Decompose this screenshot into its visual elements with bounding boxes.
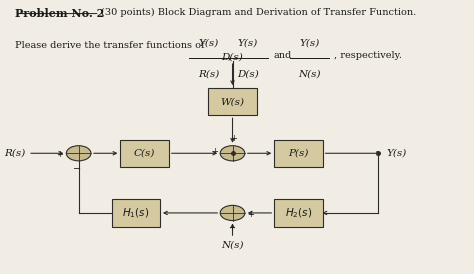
Circle shape <box>66 146 91 161</box>
Text: +: + <box>211 147 218 156</box>
Text: , respectively.: , respectively. <box>334 51 401 60</box>
Text: Y(s): Y(s) <box>386 149 407 158</box>
Text: +: + <box>56 150 63 159</box>
Text: P(s): P(s) <box>288 149 309 158</box>
Text: N(s): N(s) <box>298 69 321 78</box>
Text: +: + <box>247 210 254 219</box>
Bar <box>274 140 323 167</box>
Text: N(s): N(s) <box>221 241 244 250</box>
Text: Problem No. 2: Problem No. 2 <box>15 8 104 19</box>
Text: ,: , <box>228 51 231 61</box>
Text: D(s): D(s) <box>237 69 259 78</box>
Text: C(s): C(s) <box>134 149 155 158</box>
Text: and: and <box>273 51 292 60</box>
Text: W(s): W(s) <box>220 97 245 106</box>
Text: $H_1(s)$: $H_1(s)$ <box>122 206 149 220</box>
Text: Y(s): Y(s) <box>238 38 258 47</box>
Circle shape <box>220 146 245 161</box>
Bar <box>120 140 169 167</box>
Bar <box>111 199 160 227</box>
Text: +: + <box>228 223 235 232</box>
Text: R(s): R(s) <box>5 149 26 158</box>
Text: −: − <box>73 164 82 174</box>
Text: D(s): D(s) <box>222 52 243 61</box>
Circle shape <box>220 205 245 221</box>
Text: +: + <box>230 134 237 143</box>
Text: $H_2(s)$: $H_2(s)$ <box>285 206 312 220</box>
Text: R(s): R(s) <box>198 69 219 78</box>
Bar <box>209 88 257 115</box>
Text: Y(s): Y(s) <box>299 38 319 47</box>
Text: Please derive the transfer functions of: Please derive the transfer functions of <box>15 41 204 50</box>
Text: Y(s): Y(s) <box>198 38 219 47</box>
Bar <box>274 199 323 227</box>
Text: (30 points) Block Diagram and Derivation of Transfer Function.: (30 points) Block Diagram and Derivation… <box>100 8 416 17</box>
